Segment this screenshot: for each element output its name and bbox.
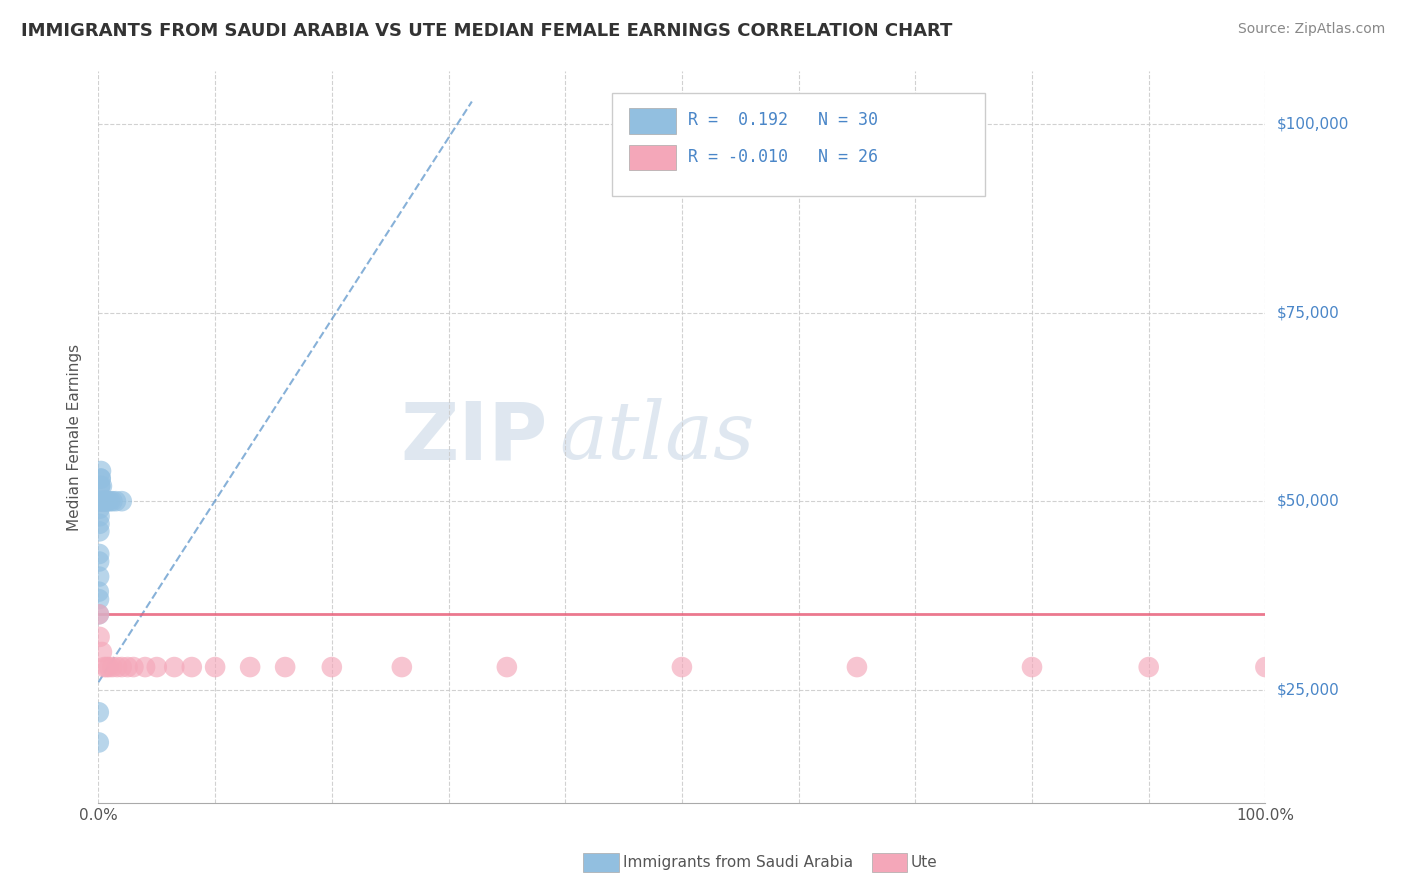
Point [163,660,186,674]
Point [89,471,111,485]
Point [89,494,111,508]
Point [87,592,110,607]
Point [91,494,114,508]
Point [846,660,869,674]
Text: Source: ZipAtlas.com: Source: ZipAtlas.com [1237,22,1385,37]
Point [87,607,110,622]
Point [146,660,169,674]
Point [89,509,111,524]
Point [93,494,115,508]
Point [96,494,118,508]
Point [89,501,111,516]
Point [87,554,110,568]
Point [90,645,112,659]
Point [90,464,112,478]
Text: $25,000: $25,000 [1277,682,1340,698]
Point [111,494,134,508]
Text: $50,000: $50,000 [1277,493,1340,508]
Point [321,660,343,674]
Point [671,660,693,674]
Point [391,660,413,674]
Point [105,660,128,674]
Text: $100,000: $100,000 [1277,117,1348,132]
Point [101,660,124,674]
Point [97,660,120,674]
Text: Immigrants from Saudi Arabia: Immigrants from Saudi Arabia [623,855,853,870]
Point [90,479,112,493]
Point [111,660,134,674]
Point [101,494,124,508]
Point [89,479,111,493]
Point [87,584,110,599]
Point [89,630,111,644]
Point [97,494,120,508]
FancyBboxPatch shape [612,94,986,195]
FancyBboxPatch shape [630,108,676,134]
Point [87,569,110,583]
Point [96,660,118,674]
Point [89,524,111,539]
Y-axis label: Median Female Earnings: Median Female Earnings [67,343,83,531]
Point [94,494,117,508]
Text: atlas: atlas [560,399,755,475]
Point [239,660,262,674]
Text: $75,000: $75,000 [1277,305,1340,320]
Point [1021,660,1043,674]
Point [89,494,111,508]
Point [98,494,121,508]
Point [87,706,110,720]
Text: IMMIGRANTS FROM SAUDI ARABIA VS UTE MEDIAN FEMALE EARNINGS CORRELATION CHART: IMMIGRANTS FROM SAUDI ARABIA VS UTE MEDI… [21,22,952,40]
Point [1254,660,1277,674]
Point [87,735,110,749]
Point [89,494,111,508]
Point [93,660,115,674]
Point [122,660,145,674]
Point [90,471,112,485]
Point [204,660,226,674]
FancyBboxPatch shape [630,145,676,170]
Point [274,660,297,674]
Text: R =  0.192   N = 30: R = 0.192 N = 30 [688,112,877,129]
Point [134,660,156,674]
Text: Ute: Ute [911,855,938,870]
Point [104,494,127,508]
Text: ZIP: ZIP [401,398,548,476]
Point [1137,660,1160,674]
Point [496,660,519,674]
Point [89,479,111,493]
Point [89,547,111,561]
Point [87,607,110,622]
Point [117,660,139,674]
Point [180,660,202,674]
Text: R = -0.010   N = 26: R = -0.010 N = 26 [688,148,877,166]
Point [89,516,111,531]
